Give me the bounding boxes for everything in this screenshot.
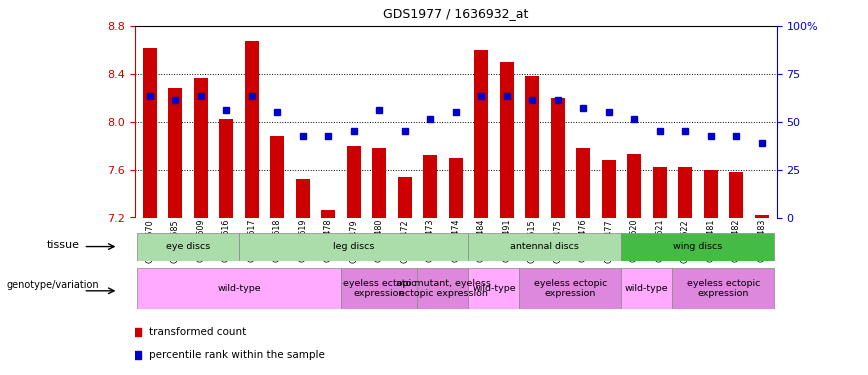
Bar [418,268,469,309]
Bar [449,158,463,218]
Text: genotype/variation: genotype/variation [7,280,99,291]
Bar [550,98,565,218]
Text: leg discs: leg discs [333,242,374,251]
Bar [270,136,285,218]
Text: eyeless ectopic
expression: eyeless ectopic expression [687,279,760,298]
Bar [729,172,743,217]
Bar [137,232,239,261]
Bar [296,179,310,218]
Bar [245,40,259,218]
Text: antennal discs: antennal discs [510,242,579,251]
Bar [673,268,774,309]
Bar [525,76,539,218]
Bar [137,268,341,309]
Text: wild-type: wild-type [217,284,261,293]
Bar [341,268,418,309]
Bar [621,268,673,309]
Bar [602,160,615,218]
Bar [474,50,488,217]
Bar [627,154,641,218]
Bar [678,167,692,217]
Bar [621,232,774,261]
Bar [469,268,519,309]
Bar [704,170,718,217]
Text: eyeless ectopic
expression: eyeless ectopic expression [343,279,416,298]
Bar [424,155,437,218]
Bar [469,232,621,261]
Text: wild-type: wild-type [472,284,516,293]
Bar [194,78,207,218]
Text: wing discs: wing discs [674,242,722,251]
Text: eye discs: eye discs [166,242,210,251]
Bar [143,48,157,217]
Bar [519,268,621,309]
Text: transformed count: transformed count [149,327,247,338]
Text: tissue: tissue [47,240,80,250]
Bar [500,62,514,217]
Bar [346,146,361,218]
Bar [220,120,233,218]
Text: percentile rank within the sample: percentile rank within the sample [149,350,325,360]
Bar [239,232,469,261]
Bar [653,167,667,217]
Bar [754,215,768,217]
Text: ato mutant, eyeless
ectopic expression: ato mutant, eyeless ectopic expression [396,279,490,298]
Text: eyeless ectopic
expression: eyeless ectopic expression [534,279,607,298]
Bar [576,148,590,217]
Text: GDS1977 / 1636932_at: GDS1977 / 1636932_at [383,8,529,21]
Text: wild-type: wild-type [625,284,668,293]
Bar [372,148,386,217]
Bar [168,88,182,218]
Bar [321,210,335,218]
Bar [398,177,411,218]
